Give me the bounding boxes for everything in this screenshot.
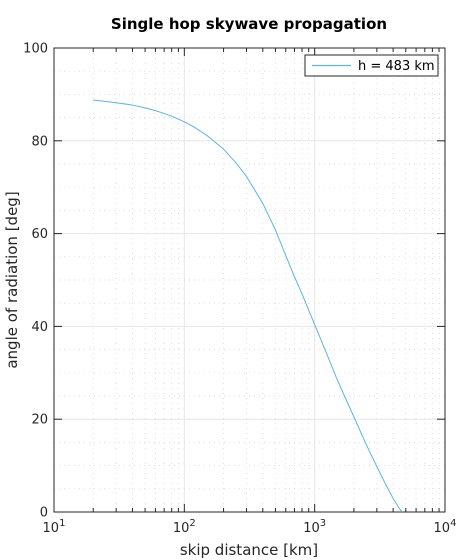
grid bbox=[53, 47, 446, 513]
x-tick-label: 103 bbox=[303, 518, 326, 536]
series-layer bbox=[93, 99, 403, 513]
x-tick-label: 104 bbox=[434, 518, 457, 536]
y-tick-label: 0 bbox=[40, 506, 48, 521]
y-tick-label: 60 bbox=[31, 227, 48, 242]
y-axis-tick-labels: 0 20 40 60 80 100 bbox=[23, 42, 48, 521]
legend: h = 483 km bbox=[304, 54, 439, 77]
y-axis-label: angle of radiation [deg] bbox=[3, 191, 21, 368]
x-axis-tick-labels: 101 102 103 104 bbox=[43, 518, 457, 536]
legend-box bbox=[304, 54, 439, 77]
chart-title: Single hop skywave propagation bbox=[111, 15, 387, 33]
plot-frame bbox=[53, 47, 446, 513]
x-tick-label: 101 bbox=[43, 518, 66, 536]
series-line bbox=[93, 99, 403, 513]
x-tick-label: 102 bbox=[173, 518, 196, 536]
axis-ticks bbox=[53, 47, 446, 513]
x-axis-label: skip distance [km] bbox=[180, 541, 318, 559]
y-tick-label: 40 bbox=[31, 320, 48, 335]
y-tick-label: 100 bbox=[23, 42, 48, 57]
y-tick-label: 20 bbox=[31, 413, 48, 428]
legend-label: h = 483 km bbox=[358, 59, 435, 74]
y-tick-label: 80 bbox=[31, 134, 48, 149]
